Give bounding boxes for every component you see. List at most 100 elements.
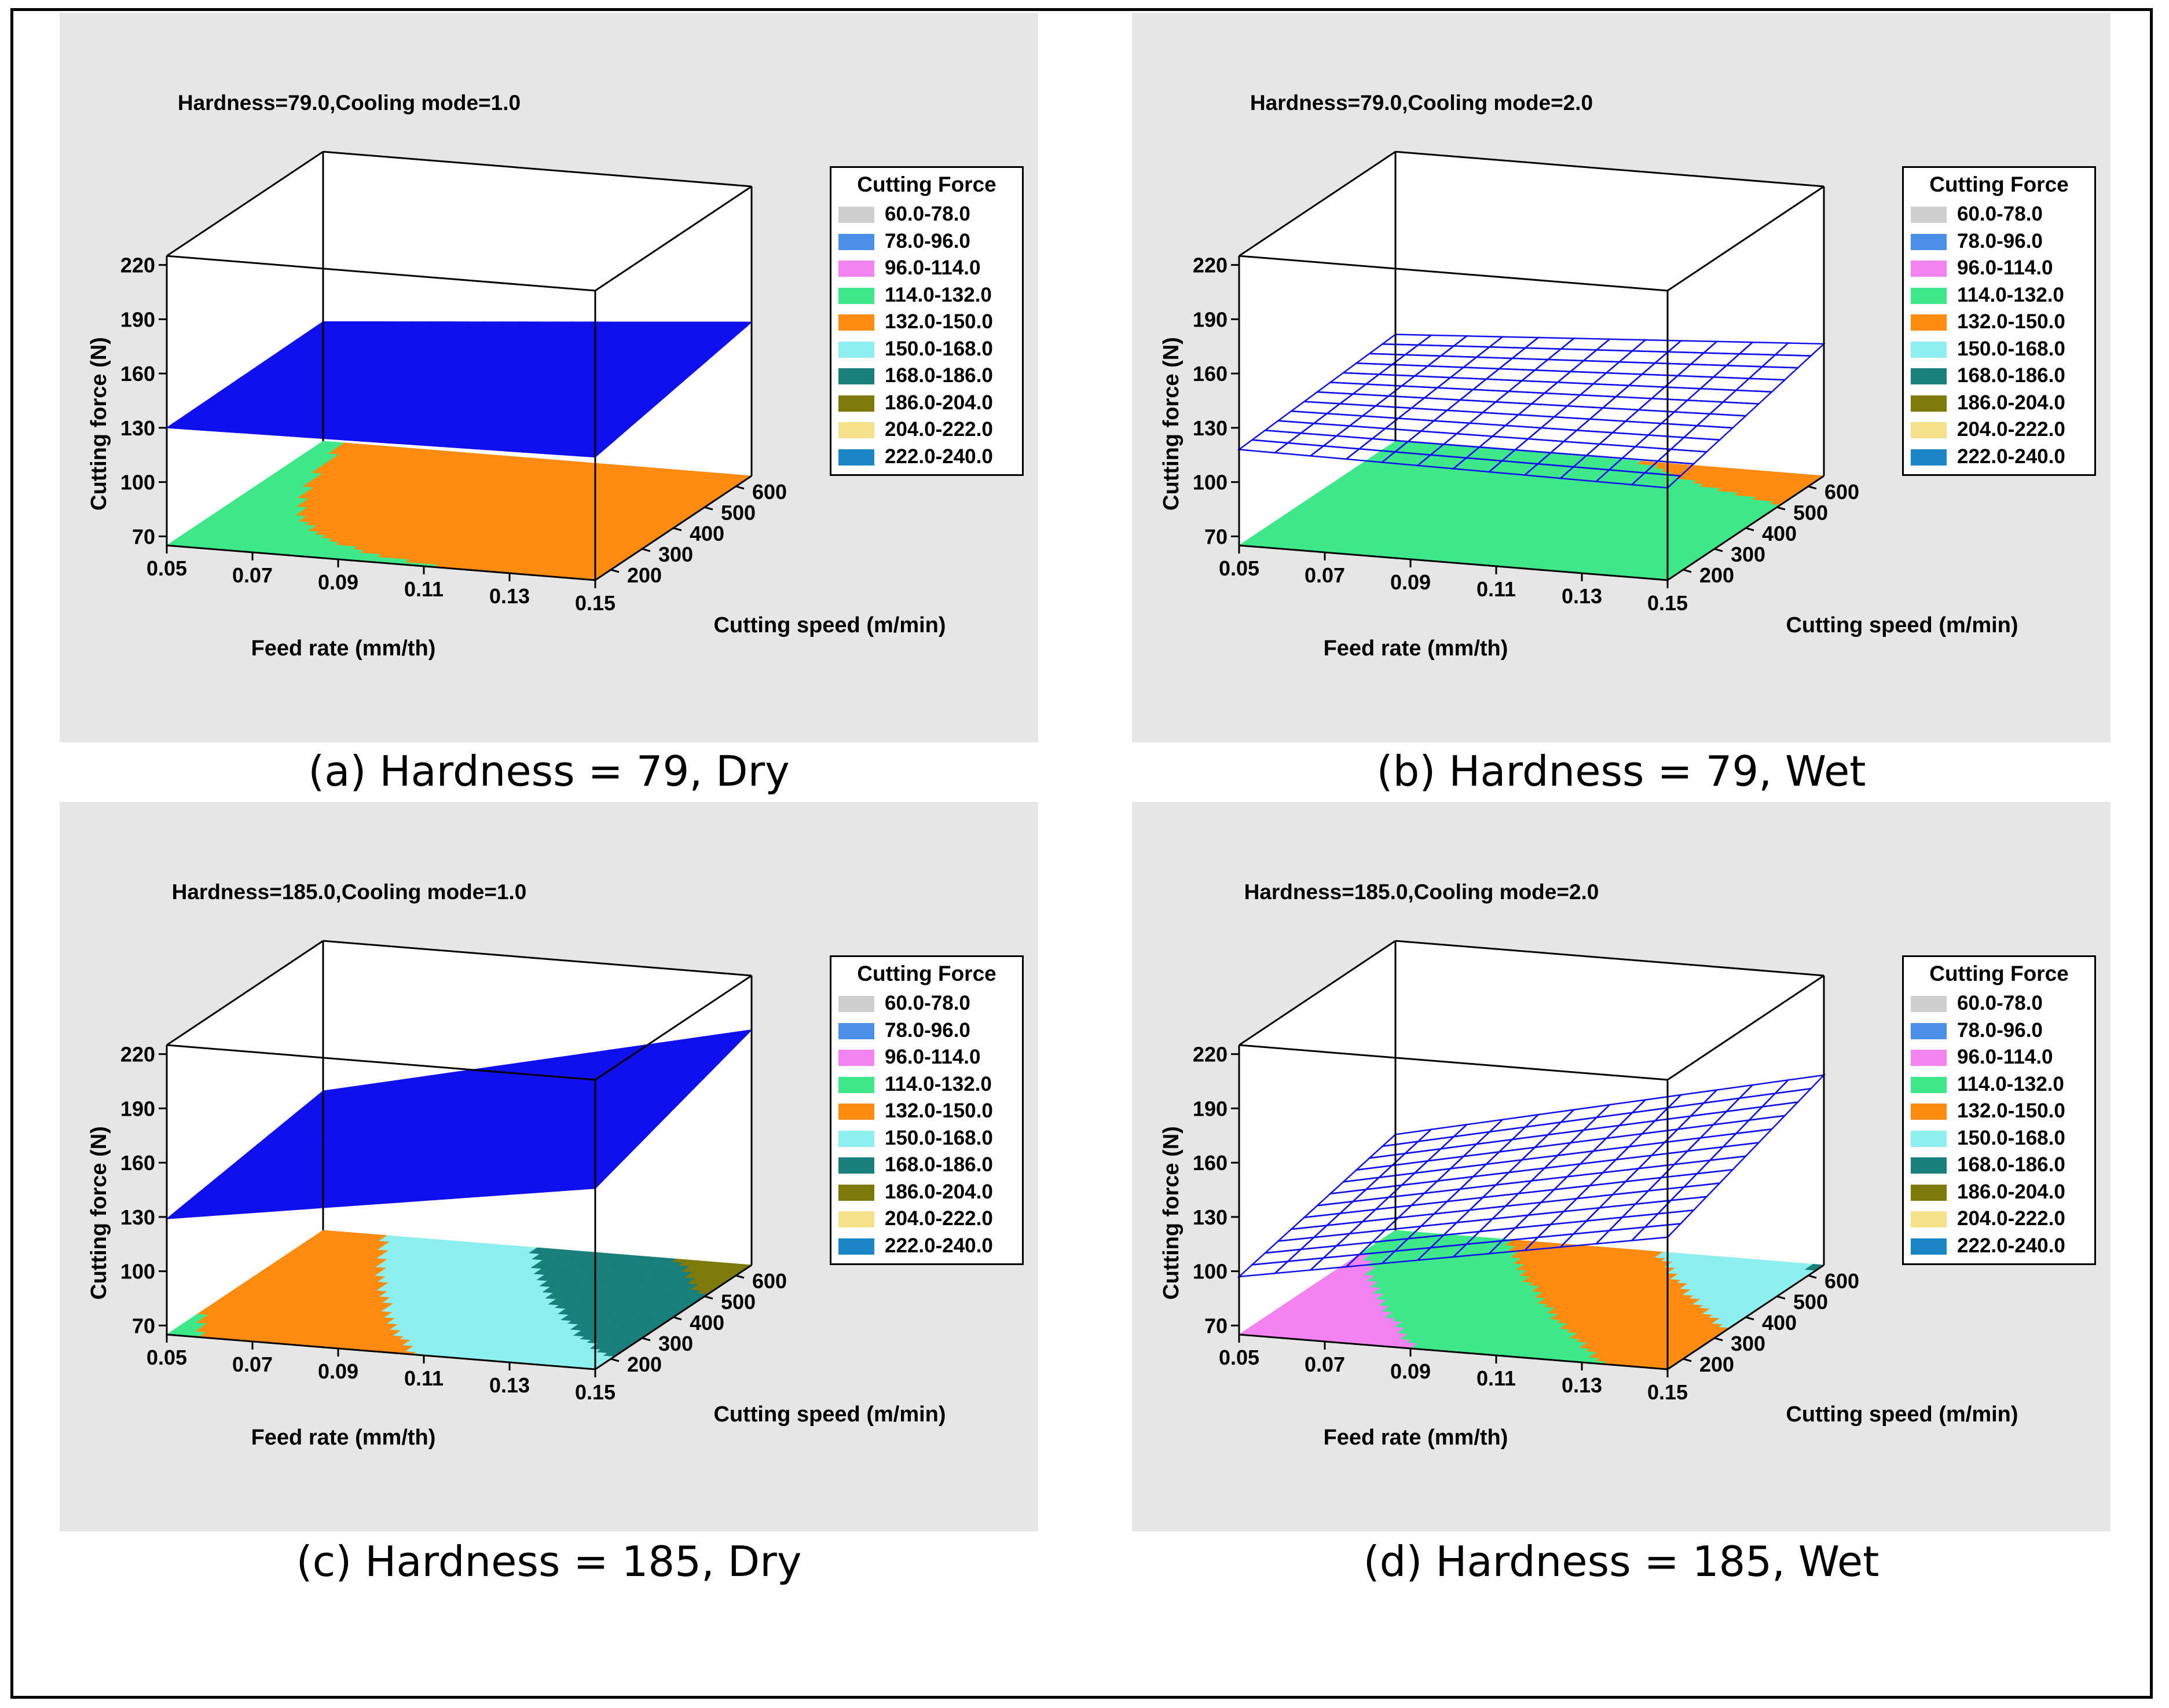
y-tick-mark bbox=[1745, 527, 1754, 532]
legend-title: Cutting Force bbox=[1929, 173, 2069, 196]
legend-item: 204.0-222.0 bbox=[838, 417, 1024, 442]
legend-label: 168.0-186.0 bbox=[885, 364, 993, 387]
chart-panel-3: 70 100 130 160 190 220 0.05 0.07 0.09 0.11 0.13 0.1… bbox=[60, 802, 1038, 1531]
legend-swatch bbox=[838, 368, 874, 384]
legend-swatch bbox=[838, 314, 874, 331]
y-tick-mark bbox=[673, 527, 682, 532]
y-tick-label: 200 bbox=[627, 563, 662, 587]
x-tick-label: 0.05 bbox=[1219, 556, 1259, 580]
legend-label: 114.0-132.0 bbox=[1957, 283, 2064, 306]
x-tick-label: 0.13 bbox=[1562, 584, 1602, 608]
box-edge bbox=[1239, 544, 1668, 581]
legend-swatch bbox=[838, 287, 874, 304]
y-tick-mark bbox=[1776, 506, 1786, 511]
legend-swatch bbox=[838, 449, 874, 466]
legend-item: 222.0-240.0 bbox=[1911, 444, 2096, 470]
y-tick-label: 300 bbox=[1731, 543, 1765, 566]
z-axis-label: Cutting force (N) bbox=[87, 337, 111, 511]
x-tick-label: 0.07 bbox=[232, 563, 273, 587]
z-tick-label: 190 bbox=[1193, 307, 1228, 331]
z-tick-label: 160 bbox=[120, 362, 155, 386]
x-tick-label: 0.05 bbox=[146, 556, 187, 580]
legend-item: 222.0-240.0 bbox=[838, 444, 1024, 470]
y-tick-mark bbox=[735, 485, 745, 490]
legend-item: 132.0-150.0 bbox=[838, 309, 1024, 335]
legend-title: Cutting Force bbox=[857, 173, 996, 196]
legend-label: 168.0-186.0 bbox=[1957, 364, 2065, 387]
z-tick-label: 130 bbox=[1193, 416, 1228, 440]
figure-frame bbox=[10, 8, 2153, 1699]
legend-item: 114.0-132.0 bbox=[1911, 283, 2096, 308]
legend-swatch bbox=[1911, 422, 1947, 438]
legend-item: 96.0-114.0 bbox=[838, 255, 1024, 281]
legend-item: 96.0-114.0 bbox=[1911, 255, 2096, 281]
legend-label: 204.0-222.0 bbox=[1957, 418, 2065, 441]
x-tick-label: 0.07 bbox=[1305, 563, 1345, 587]
y-tick-label: 400 bbox=[1762, 522, 1797, 545]
legend-label: 222.0-240.0 bbox=[885, 445, 993, 468]
box-edge bbox=[1667, 185, 1824, 292]
legend-item: 78.0-96.0 bbox=[1911, 229, 2096, 254]
legend-item: 168.0-186.0 bbox=[838, 363, 1024, 388]
y-tick-mark bbox=[704, 506, 713, 511]
legend-swatch bbox=[1911, 368, 1947, 384]
y-tick-mark bbox=[1683, 569, 1692, 573]
legend-item: 78.0-96.0 bbox=[838, 229, 1024, 254]
y-tick-label: 600 bbox=[1824, 480, 1859, 504]
box-edge bbox=[1395, 151, 1824, 188]
legend-swatch bbox=[1911, 287, 1947, 304]
z-axis-label: Cutting force (N) bbox=[1159, 337, 1184, 511]
y-tick-mark bbox=[642, 548, 651, 552]
legend-swatch bbox=[1911, 261, 1947, 277]
x-axis-label: Feed rate (mm/th) bbox=[1324, 636, 1508, 661]
z-tick-label: 70 bbox=[132, 525, 155, 548]
z-tick-label: 100 bbox=[120, 471, 155, 494]
legend-label: 60.0-78.0 bbox=[1957, 203, 2043, 225]
legend-item: 114.0-132.0 bbox=[838, 283, 1024, 308]
z-tick-label: 220 bbox=[1193, 254, 1228, 277]
z-tick-label: 70 bbox=[1204, 525, 1228, 548]
legend-swatch bbox=[1911, 207, 1947, 223]
legend-item: 150.0-168.0 bbox=[1911, 336, 2096, 362]
legend-swatch bbox=[1911, 341, 1947, 358]
legend-item: 168.0-186.0 bbox=[1911, 363, 2096, 388]
legend-label: 150.0-168.0 bbox=[885, 337, 993, 360]
chart-title: Hardness=79.0,Cooling mode=2.0 bbox=[1250, 91, 1593, 115]
y-tick-label: 400 bbox=[690, 522, 724, 545]
legend-swatch bbox=[1911, 395, 1947, 412]
box-edge bbox=[1239, 255, 1668, 292]
legend-label: 132.0-150.0 bbox=[1957, 310, 2065, 333]
box-edge bbox=[323, 151, 752, 188]
legend-item: 204.0-222.0 bbox=[1911, 417, 2096, 442]
legend-swatch bbox=[838, 395, 874, 412]
y-tick-mark bbox=[1808, 485, 1817, 490]
legend-swatch bbox=[1911, 449, 1947, 466]
y-tick-label: 500 bbox=[721, 501, 756, 525]
legend: Cutting Force 60.0-78.0 78.0-96.0 96.0-114.… bbox=[830, 166, 1024, 476]
legend-swatch bbox=[1911, 233, 1947, 250]
x-tick-label: 0.13 bbox=[489, 584, 530, 608]
legend-label: 114.0-132.0 bbox=[885, 283, 992, 306]
legend-item: 60.0-78.0 bbox=[1911, 201, 2096, 227]
legend-label: 150.0-168.0 bbox=[1957, 337, 2065, 360]
legend-label: 78.0-96.0 bbox=[885, 229, 970, 252]
legend-item: 186.0-204.0 bbox=[838, 390, 1024, 416]
legend-label: 132.0-150.0 bbox=[885, 310, 993, 333]
box-edge bbox=[166, 151, 324, 257]
legend-swatch bbox=[838, 422, 874, 438]
x-axis-label: Feed rate (mm/th) bbox=[251, 636, 436, 661]
x-tick-label: 0.15 bbox=[1647, 591, 1688, 615]
plot-box-edges bbox=[166, 151, 753, 581]
legend-swatch bbox=[1911, 314, 1947, 331]
legend-swatch bbox=[838, 233, 874, 250]
floor-contour-map bbox=[166, 1230, 753, 1370]
x-tick-label: 0.09 bbox=[318, 570, 358, 594]
y-tick-label: 600 bbox=[752, 480, 787, 504]
panel-caption: (a) Hardness = 79, Dry bbox=[308, 747, 790, 796]
box-edge bbox=[166, 544, 596, 581]
response-surface bbox=[165, 321, 753, 458]
y-axis-label: Cutting speed (m/min) bbox=[1786, 613, 2018, 637]
legend-item: 150.0-168.0 bbox=[838, 336, 1024, 362]
y-tick-label: 500 bbox=[1793, 501, 1828, 525]
x-tick-label: 0.11 bbox=[404, 577, 444, 601]
